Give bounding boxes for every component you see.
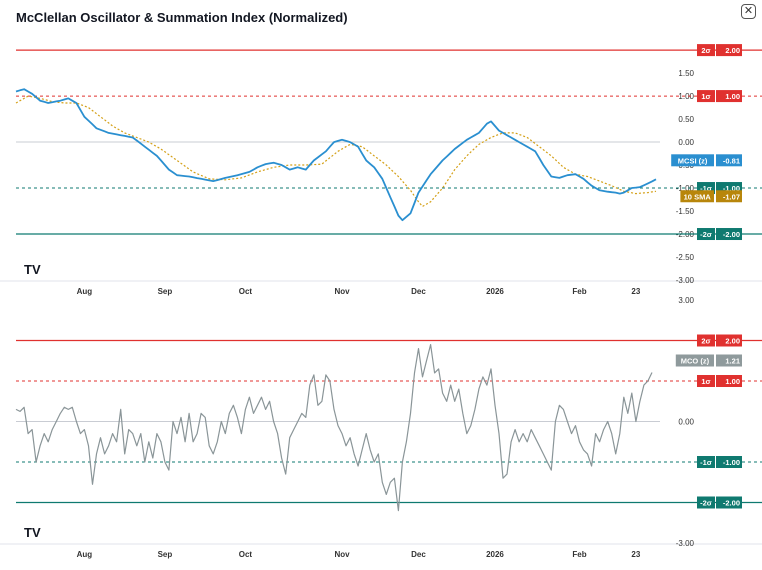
x-tick-label: 23 xyxy=(631,287,640,296)
reference-value-badge xyxy=(716,228,742,241)
y-tick-label: 3.00 xyxy=(678,296,694,305)
x-tick-label: Aug xyxy=(77,550,93,559)
reference-label: -2σ xyxy=(700,230,712,239)
reference-label-badge xyxy=(697,44,715,57)
y-tick-label: 1.00 xyxy=(678,92,694,101)
close-icon: ✕ xyxy=(743,5,754,17)
reference-label: -2σ xyxy=(700,499,712,508)
tradingview-logo-icon: TV xyxy=(24,262,41,277)
series-name: 10 SMA xyxy=(684,192,712,201)
reference-label: -1σ xyxy=(700,184,712,193)
x-tick-label: 23 xyxy=(631,550,640,559)
series-line xyxy=(15,88,657,222)
reference-value-badge xyxy=(716,44,742,57)
reference-label-badge xyxy=(697,456,715,468)
x-tick-label: Oct xyxy=(239,550,253,559)
series-name-badge xyxy=(675,354,714,367)
series-value-badge xyxy=(716,154,742,167)
reference-label-badge xyxy=(697,496,715,509)
x-tick-label: Aug xyxy=(77,287,93,296)
reference-value: 2.00 xyxy=(725,337,740,346)
series-value: -1.07 xyxy=(723,192,740,201)
series-name-badge xyxy=(680,190,714,203)
reference-value: -1.00 xyxy=(723,184,740,193)
reference-value-badge xyxy=(716,334,742,347)
y-tick-label: 1.50 xyxy=(678,69,694,78)
x-tick-label: Feb xyxy=(572,287,586,296)
y-tick-label: 0.00 xyxy=(678,418,694,427)
y-tick-label: 0.00 xyxy=(678,138,694,147)
reference-value: 1.00 xyxy=(725,377,740,386)
reference-value: -2.00 xyxy=(723,499,740,508)
y-tick-label: -3.00 xyxy=(676,539,695,548)
reference-value-badge xyxy=(716,375,742,387)
reference-value-badge xyxy=(716,90,742,103)
tradingview-logo-icon: TV xyxy=(24,525,41,540)
reference-label: 2σ xyxy=(701,337,710,346)
x-tick-label: Sep xyxy=(158,287,173,296)
y-tick-label: -3.00 xyxy=(676,276,695,285)
reference-value: 1.00 xyxy=(725,92,740,101)
reference-label-badge xyxy=(697,334,715,347)
x-tick-label: Nov xyxy=(334,550,350,559)
reference-label-badge xyxy=(697,90,715,103)
summation-panel: 1.501.000.500.00-0.50-1.00-1.50-2.00-2.5… xyxy=(0,44,762,296)
reference-label: 2σ xyxy=(701,46,710,55)
series-line xyxy=(15,95,657,207)
series-value-badge xyxy=(716,190,742,203)
reference-value-badge xyxy=(716,456,742,468)
series-name-badge xyxy=(671,154,714,167)
series-value-badge xyxy=(716,354,742,367)
x-tick-label: Dec xyxy=(411,287,426,296)
y-tick-label: -2.50 xyxy=(676,253,695,262)
series-name: MCSI (z) xyxy=(678,156,708,165)
close-button[interactable]: ✕ xyxy=(741,4,756,19)
y-tick-label: -1.50 xyxy=(676,207,695,216)
reference-value: -1.00 xyxy=(723,458,740,467)
reference-value-badge xyxy=(716,496,742,509)
x-tick-label: Dec xyxy=(411,550,426,559)
reference-label-badge xyxy=(697,375,715,387)
reference-label: 1σ xyxy=(701,377,710,386)
x-tick-label: Sep xyxy=(158,550,173,559)
chart-title: McClellan Oscillator & Summation Index (… xyxy=(16,10,348,25)
y-tick-label: 0.50 xyxy=(678,115,694,124)
series-value: 1.21 xyxy=(725,356,740,365)
oscillator-panel: 3.00 0.00 -3.00 2σ 2.00 1σ 1.00 -1σ -1.00 -2σ -2.0… xyxy=(0,296,762,559)
x-tick-label: Nov xyxy=(334,287,350,296)
reference-value: -2.00 xyxy=(723,230,740,239)
series-name: MCO (z) xyxy=(681,356,710,365)
reference-label: -1σ xyxy=(700,458,712,467)
reference-value: 2.00 xyxy=(725,46,740,55)
x-tick-label: 2026 xyxy=(486,550,504,559)
series-value: -0.81 xyxy=(723,156,740,165)
x-tick-label: Oct xyxy=(239,287,253,296)
x-tick-label: Feb xyxy=(572,550,586,559)
y-tick-label: -1.00 xyxy=(676,184,695,193)
reference-label: 1σ xyxy=(701,92,710,101)
reference-label-badge xyxy=(697,228,715,241)
x-tick-label: 2026 xyxy=(486,287,504,296)
series-line xyxy=(15,344,653,512)
